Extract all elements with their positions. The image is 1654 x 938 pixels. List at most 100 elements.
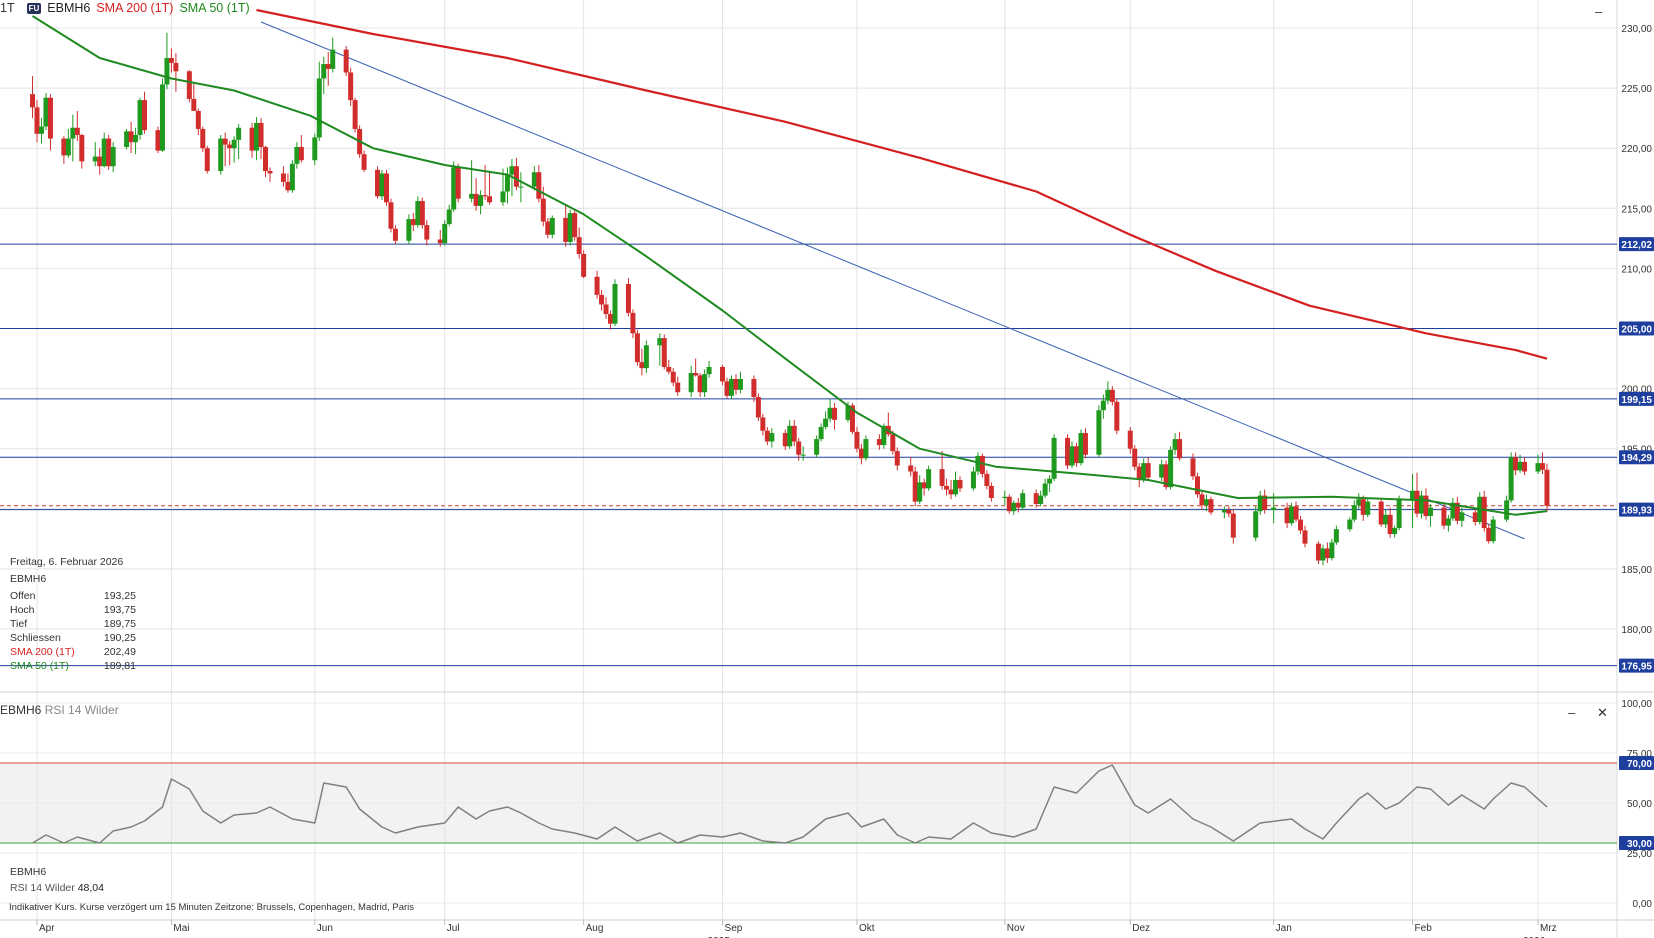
candle [1481,490,1487,532]
candle [1141,458,1147,483]
candle-body [173,62,179,72]
candle [1194,472,1200,498]
candle-body [1445,518,1451,526]
candle-body [1298,519,1304,531]
candle-body [1454,502,1460,521]
candle [1065,434,1071,470]
candle-body [1315,543,1321,561]
candle [249,122,255,158]
year-label: 2025 [708,936,731,938]
candle [1002,490,1008,506]
candle-body [1324,548,1330,559]
candle-body [1271,507,1277,511]
minimize-button[interactable]: – [1595,4,1603,19]
candle [988,482,994,502]
candle-body [1033,493,1039,504]
candle [191,82,197,111]
candle-body [1145,463,1151,478]
candle-body [1441,507,1447,526]
candle-body [787,425,793,447]
candle-body [1114,401,1120,431]
candle [227,140,233,166]
candle-body [1042,483,1048,496]
candle-body [1410,490,1416,500]
candle [379,169,385,200]
candle-body [388,202,394,229]
rsi-line [32,764,1548,844]
candle-body [948,489,954,495]
candle-body [1539,463,1545,470]
info-row-sma200: SMA 200 (1T) 202,49 [10,646,136,658]
candle-body [733,378,739,390]
candle-body [38,126,44,134]
candle [921,478,927,496]
candle [97,148,103,175]
candle [706,360,712,378]
candle [549,215,555,239]
candle-body [751,378,757,398]
candle [1445,514,1451,532]
candle [827,399,833,423]
candle [473,178,479,211]
rsi-label[interactable]: RSI 14 Wilder [44,703,119,717]
candle [1230,508,1236,544]
candle-body [881,425,887,446]
candle [594,270,600,299]
candle [1033,489,1039,508]
candle [361,150,367,173]
candle [970,466,976,491]
candle [330,37,336,73]
candle [957,476,963,492]
candle-body [74,127,80,135]
candle [280,166,286,187]
candle-body [1414,490,1420,514]
candle-body [1383,514,1389,525]
candle [218,134,224,175]
candle-body [1360,499,1366,515]
candle [984,470,990,490]
candle-body [65,138,71,156]
sma200-legend[interactable]: SMA 200 (1T) [96,1,174,15]
month-label: Jul [447,923,460,934]
candle [760,413,766,436]
candle-body [769,433,775,442]
candle-body [675,382,681,393]
candle [231,136,237,163]
candle [818,423,824,442]
candle-body [79,134,85,162]
candle [1419,490,1425,519]
candle [1302,525,1308,548]
candle-body [984,473,990,486]
sma50-legend[interactable]: SMA 50 (1T) [179,1,250,15]
candle [469,160,475,203]
rsi-close-button[interactable]: ✕ [1597,705,1608,720]
candle [563,205,569,247]
candle-body [222,138,228,145]
candle-body [581,253,587,277]
candle-body [110,146,116,167]
candle [419,197,425,229]
candle-body [1396,499,1402,529]
candle-body [34,107,40,134]
candle [939,451,945,490]
rsi-tick-label: 50,00 [1627,799,1652,810]
candle-body [1522,461,1528,472]
candle [688,365,694,398]
candle [1396,495,1402,531]
fu-logo: FU [26,3,42,14]
candle-body [343,49,349,73]
candle [1073,442,1079,467]
chart-header: 1T FU EBMH6 SMA 200 (1T) SMA 50 (1T) [0,1,256,15]
candle-body [1082,433,1088,455]
candle-body [231,139,237,149]
rsi-minimize-button[interactable]: – [1568,705,1576,720]
period-label[interactable]: 1T [0,1,15,15]
candle [110,142,116,173]
candle [1100,394,1106,419]
candle-body [1490,519,1496,542]
candle-body [1203,499,1209,506]
price-tick-label: 195,00 [1621,445,1652,456]
rsi-level-badge [1619,756,1654,770]
candle [1172,433,1178,455]
